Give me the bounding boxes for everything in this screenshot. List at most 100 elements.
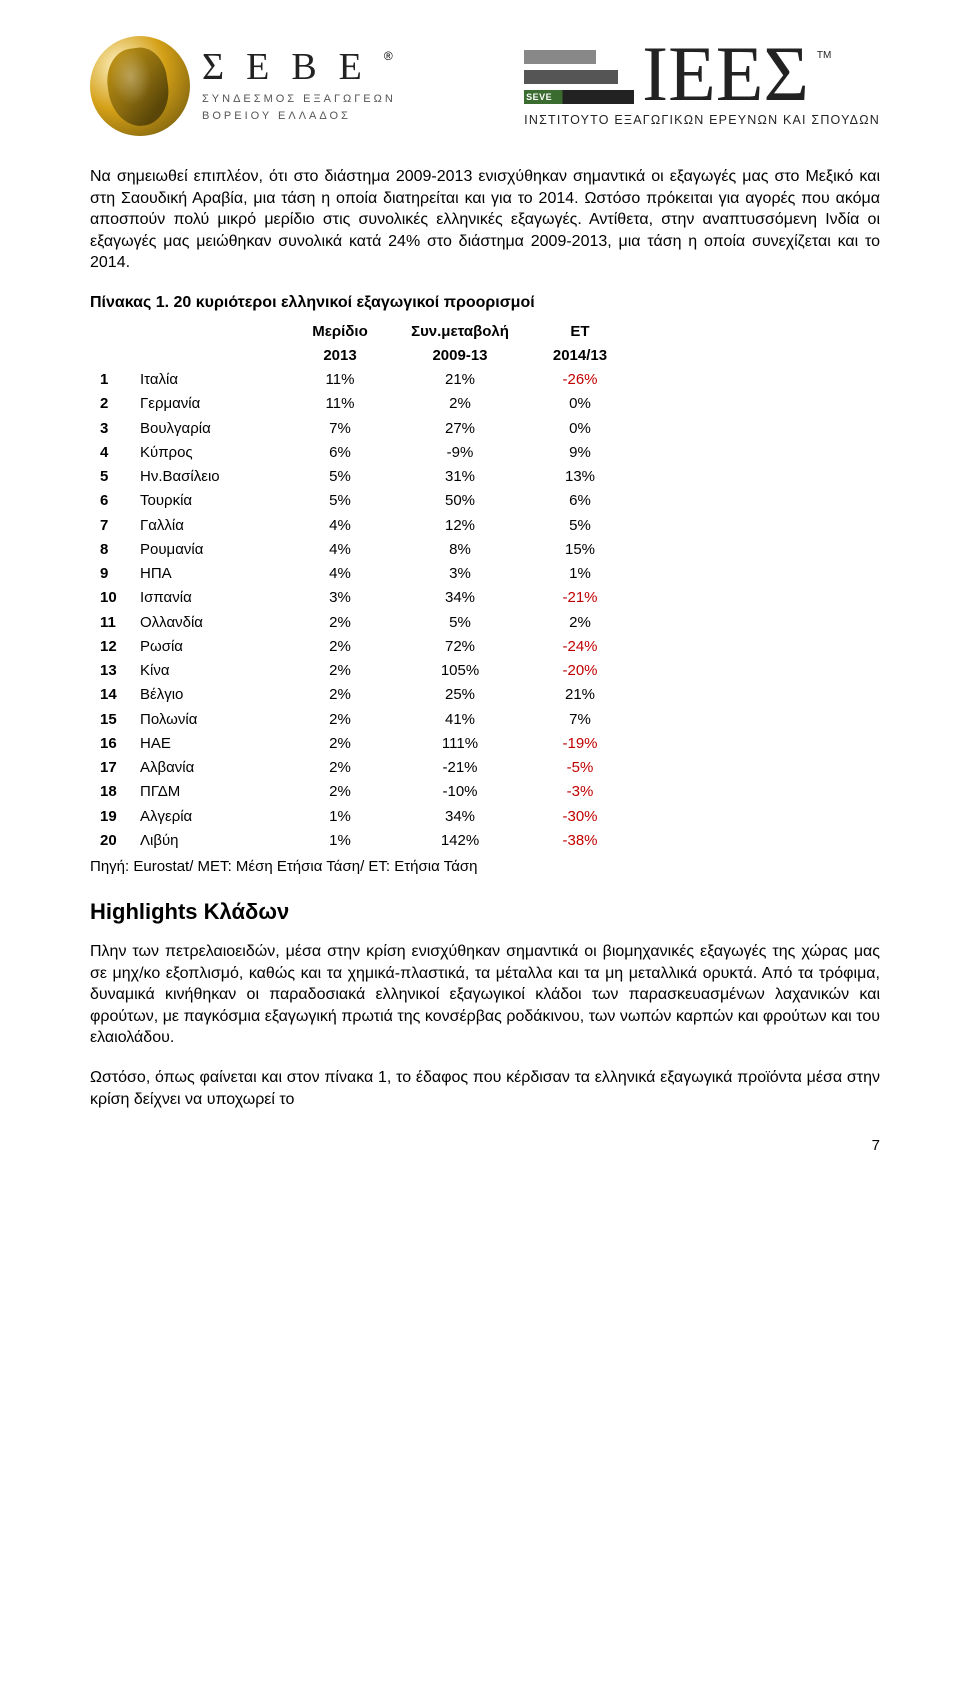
seve-subtitle-1: ΣΥΝΔΕΣΜΟΣ ΕΞΑΓΩΓΕΩΝ [202, 92, 396, 107]
et-cell: 7% [520, 708, 640, 732]
col-et: ΕΤ [520, 320, 640, 344]
change-cell: 34% [400, 805, 520, 829]
table-row: 2Γερμανία11%2%0% [90, 392, 640, 416]
paragraph-1: Να σημειωθεί επιπλέον, ότι στο διάστημα … [90, 166, 880, 274]
change-cell: 8% [400, 538, 520, 562]
change-cell: 111% [400, 732, 520, 756]
country-cell: Κίνα [130, 659, 280, 683]
share-cell: 2% [280, 780, 400, 804]
rank-cell: 11 [90, 611, 130, 635]
seve-registered: ® [384, 49, 393, 63]
country-cell: Πολωνία [130, 708, 280, 732]
seve-main-text: ΣΕΒΕ® [202, 48, 396, 86]
bar-icon [524, 70, 618, 84]
paragraph-2: Πλην των πετρελαιοειδών, μέσα στην κρίση… [90, 941, 880, 1049]
seve-text-block: ΣΕΒΕ® ΣΥΝΔΕΣΜΟΣ ΕΞΑΓΩΓΕΩΝ ΒΟΡΕΙΟΥ ΕΛΛΑΔΟ… [202, 48, 396, 124]
change-cell: -10% [400, 780, 520, 804]
share-cell: 11% [280, 368, 400, 392]
change-cell: 25% [400, 683, 520, 707]
change-cell: 3% [400, 562, 520, 586]
country-cell: Αλβανία [130, 756, 280, 780]
table-row: 11Ολλανδία2%5%2% [90, 611, 640, 635]
rank-cell: 20 [90, 829, 130, 853]
et-cell: 2% [520, 611, 640, 635]
bar-icon [524, 50, 596, 64]
share-cell: 5% [280, 489, 400, 513]
table-row: 10Ισπανία3%34%-21% [90, 586, 640, 610]
table-row: 9ΗΠΑ4%3%1% [90, 562, 640, 586]
table-row: 18ΠΓΔΜ2%-10%-3% [90, 780, 640, 804]
et-cell: -38% [520, 829, 640, 853]
share-cell: 3% [280, 586, 400, 610]
table-row: 14Βέλγιο2%25%21% [90, 683, 640, 707]
share-cell: 2% [280, 611, 400, 635]
share-cell: 2% [280, 683, 400, 707]
section-heading: Highlights Κλάδων [90, 897, 880, 927]
country-cell: ΗΑΕ [130, 732, 280, 756]
et-cell: 5% [520, 514, 640, 538]
coin-icon [90, 36, 190, 136]
paragraph-3: Ωστόσο, όπως φαίνεται και στον πίνακα 1,… [90, 1067, 880, 1110]
change-cell: 31% [400, 465, 520, 489]
country-cell: Ιταλία [130, 368, 280, 392]
table-row: 19Αλγερία1%34%-30% [90, 805, 640, 829]
bar-label: SEVE [526, 90, 552, 104]
table-row: 16ΗΑΕ2%111%-19% [90, 732, 640, 756]
country-cell: Ρουμανία [130, 538, 280, 562]
et-cell: -19% [520, 732, 640, 756]
et-cell: -5% [520, 756, 640, 780]
rank-cell: 16 [90, 732, 130, 756]
iees-top-row: SEVE ΙΕΕΣ TM [524, 43, 831, 105]
rank-cell: 14 [90, 683, 130, 707]
col-share: Μερίδιο [280, 320, 400, 344]
rank-cell: 1 [90, 368, 130, 392]
table-row: 8Ρουμανία4%8%15% [90, 538, 640, 562]
table-source: Πηγή: Eurostat/ ΜΕΤ: Μέση Ετήσια Τάση/ Ε… [90, 857, 880, 877]
country-cell: ΠΓΔΜ [130, 780, 280, 804]
et-cell: -20% [520, 659, 640, 683]
col-et-years: 2014/13 [520, 344, 640, 368]
change-cell: 105% [400, 659, 520, 683]
seve-acronym: ΣΕΒΕ [202, 46, 384, 88]
table-row: 13Κίνα2%105%-20% [90, 659, 640, 683]
bar-icon: SEVE [524, 90, 634, 104]
share-cell: 2% [280, 756, 400, 780]
et-cell: 21% [520, 683, 640, 707]
country-cell: Ισπανία [130, 586, 280, 610]
et-cell: 15% [520, 538, 640, 562]
country-cell: Ην.Βασίλειο [130, 465, 280, 489]
share-cell: 4% [280, 562, 400, 586]
seve-logo: ΣΕΒΕ® ΣΥΝΔΕΣΜΟΣ ΕΞΑΓΩΓΕΩΝ ΒΟΡΕΙΟΥ ΕΛΛΑΔΟ… [90, 36, 396, 136]
rank-cell: 6 [90, 489, 130, 513]
change-cell: 2% [400, 392, 520, 416]
col-change: Συν.μεταβολή [400, 320, 520, 344]
share-cell: 2% [280, 659, 400, 683]
share-cell: 1% [280, 829, 400, 853]
rank-cell: 3 [90, 417, 130, 441]
country-cell: Αλγερία [130, 805, 280, 829]
rank-cell: 5 [90, 465, 130, 489]
change-cell: 12% [400, 514, 520, 538]
iees-letters: ΙΕΕΣ [642, 43, 809, 105]
rank-cell: 10 [90, 586, 130, 610]
rank-cell: 7 [90, 514, 130, 538]
table-row: 20Λιβύη1%142%-38% [90, 829, 640, 853]
country-cell: Γερμανία [130, 392, 280, 416]
share-cell: 2% [280, 708, 400, 732]
table-row: 15Πολωνία2%41%7% [90, 708, 640, 732]
rank-cell: 13 [90, 659, 130, 683]
col-change-years: 2009-13 [400, 344, 520, 368]
et-cell: 13% [520, 465, 640, 489]
rank-cell: 8 [90, 538, 130, 562]
seve-subtitle-2: ΒΟΡΕΙΟΥ ΕΛΛΑΔΟΣ [202, 109, 396, 124]
et-cell: 9% [520, 441, 640, 465]
share-cell: 7% [280, 417, 400, 441]
share-cell: 11% [280, 392, 400, 416]
change-cell: -9% [400, 441, 520, 465]
rank-cell: 4 [90, 441, 130, 465]
share-cell: 6% [280, 441, 400, 465]
rank-cell: 2 [90, 392, 130, 416]
share-cell: 1% [280, 805, 400, 829]
country-cell: Ολλανδία [130, 611, 280, 635]
et-cell: 1% [520, 562, 640, 586]
